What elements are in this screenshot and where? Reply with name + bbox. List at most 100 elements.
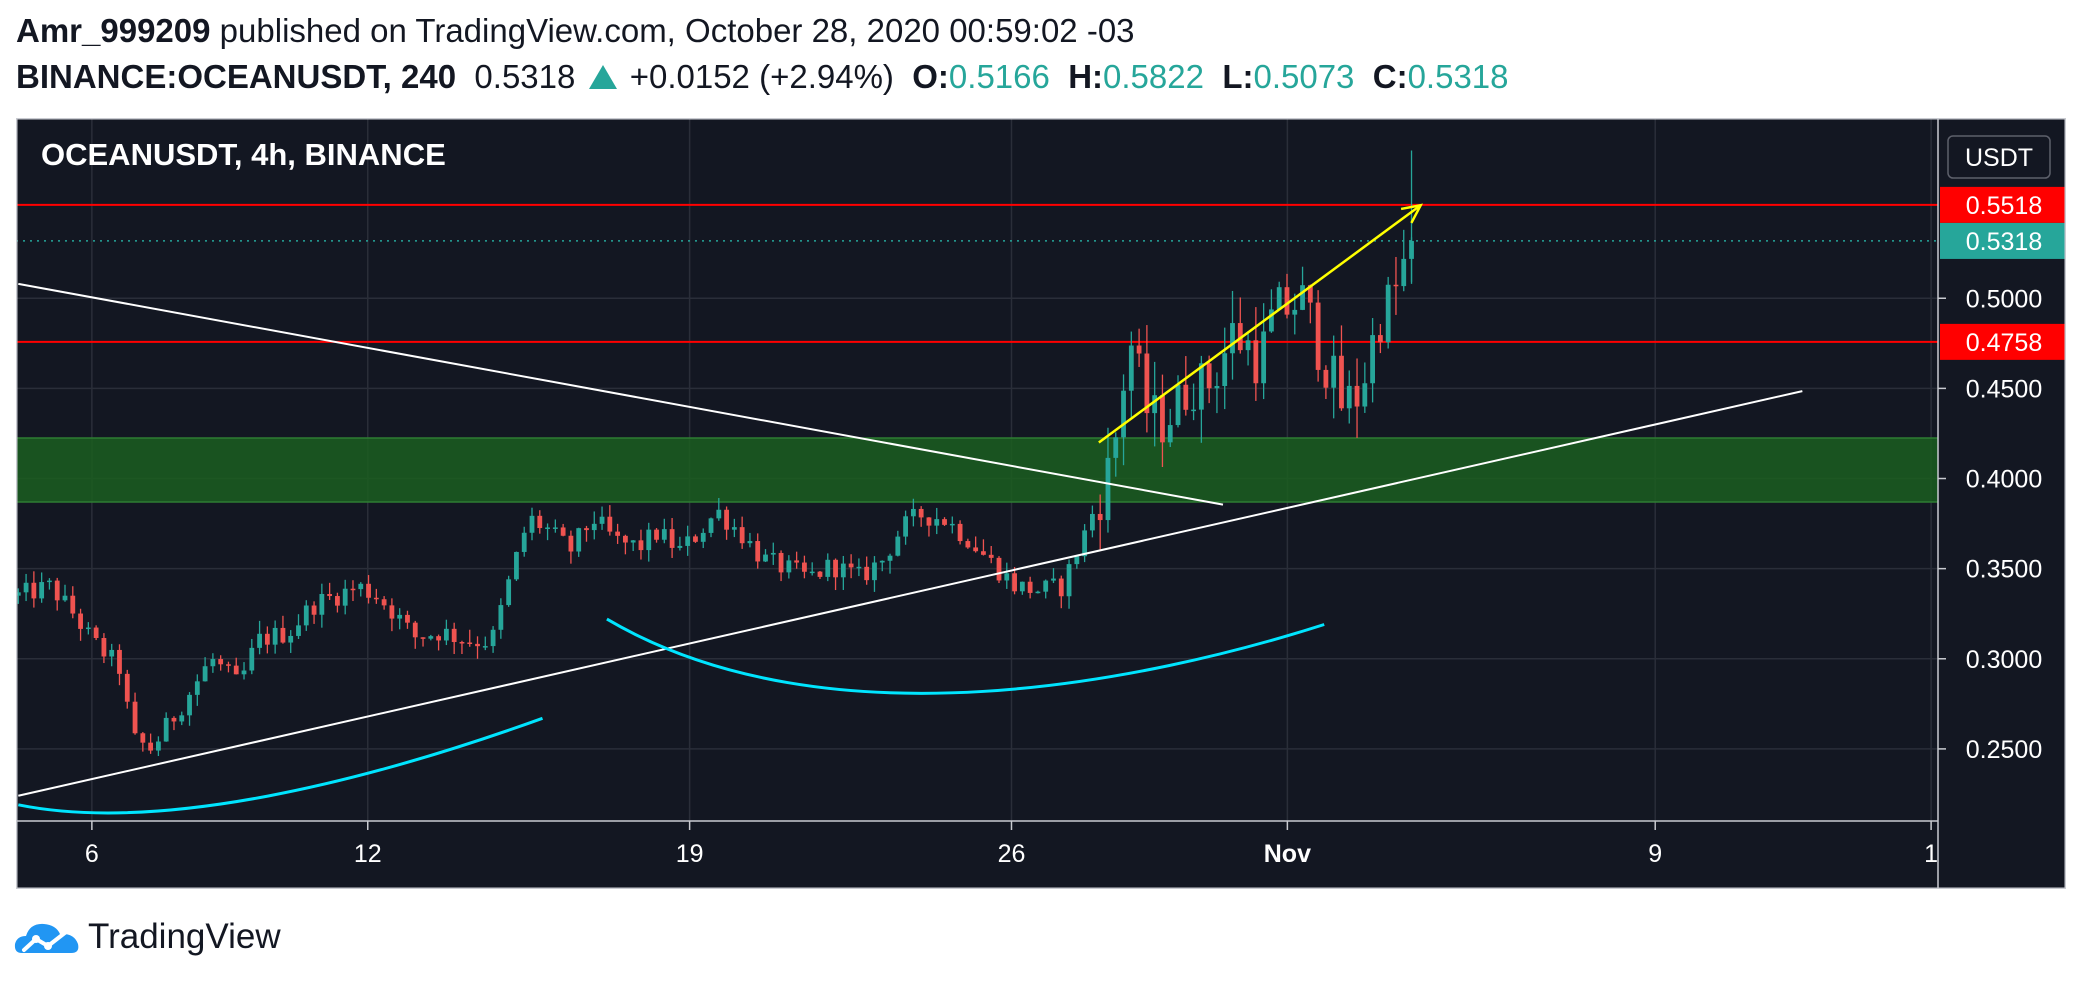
candle-body bbox=[560, 527, 566, 536]
published-text: published on TradingView.com, October 28… bbox=[219, 12, 1135, 49]
candle-body bbox=[864, 566, 870, 581]
candle-body bbox=[638, 540, 644, 551]
candle-body bbox=[249, 647, 255, 671]
ohlc-header: BINANCE:OCEANUSDT, 240 0.5318 +0.0152 (+… bbox=[16, 58, 1509, 96]
candle-body bbox=[1269, 309, 1274, 332]
candle-body bbox=[739, 527, 745, 544]
price-tick-label: 0.5000 bbox=[1966, 285, 2042, 313]
candle-body bbox=[887, 555, 893, 561]
close-label: C: bbox=[1372, 58, 1408, 95]
arrow-line[interactable] bbox=[1098, 204, 1422, 444]
time-tick-label: 6 bbox=[85, 840, 99, 868]
candle-body bbox=[498, 605, 504, 630]
candle-body bbox=[794, 560, 800, 563]
price-marker[interactable] bbox=[1940, 186, 2066, 223]
curve-arc-2[interactable] bbox=[606, 617, 1325, 695]
candle-body bbox=[202, 666, 208, 682]
tradingview-footer[interactable]: TradingView bbox=[14, 912, 281, 962]
candle-body bbox=[957, 523, 963, 542]
resistance-lines[interactable] bbox=[16, 203, 1938, 503]
candle-body bbox=[23, 582, 29, 593]
candle-body bbox=[420, 637, 426, 639]
arrow-head[interactable] bbox=[1400, 203, 1424, 224]
candle-body bbox=[16, 592, 21, 596]
price-marker[interactable] bbox=[1940, 222, 2066, 259]
candle-body bbox=[405, 614, 410, 623]
candle-body bbox=[1051, 578, 1056, 581]
candle-body bbox=[661, 529, 667, 540]
candle-body bbox=[856, 566, 862, 569]
candle-body bbox=[296, 625, 301, 636]
candle-body bbox=[1362, 383, 1368, 407]
candle-body bbox=[623, 535, 628, 543]
candle-body bbox=[934, 519, 940, 526]
time-axis[interactable]: 6 12 19 26 Nov 9 1 bbox=[16, 820, 1938, 868]
candle-body bbox=[1385, 284, 1391, 343]
candle-body bbox=[646, 529, 652, 551]
price-marker[interactable] bbox=[1940, 323, 2066, 360]
candle-body bbox=[1152, 395, 1158, 414]
candle-body bbox=[615, 531, 621, 536]
candle-body bbox=[1027, 581, 1033, 593]
candle-body bbox=[1160, 395, 1165, 443]
candle-body bbox=[926, 517, 932, 526]
publish-info: Amr_999209 published on TradingView.com,… bbox=[16, 12, 1135, 50]
price-marker-label: 0.5518 bbox=[1966, 192, 2042, 220]
candle-body bbox=[685, 536, 691, 546]
candle-body bbox=[358, 583, 364, 590]
candle-body bbox=[1370, 335, 1376, 384]
chart-background bbox=[16, 118, 2066, 889]
candle-body bbox=[817, 571, 823, 577]
candle-body bbox=[78, 613, 83, 629]
candle-body bbox=[257, 633, 262, 648]
candle-body bbox=[942, 519, 947, 525]
price-tick-label: 0.3000 bbox=[1966, 646, 2042, 674]
candle-body bbox=[1331, 355, 1337, 388]
time-tick-label: 19 bbox=[676, 840, 704, 868]
candle-body bbox=[70, 595, 76, 614]
candle-body bbox=[1222, 353, 1228, 387]
candle-body bbox=[1113, 437, 1119, 458]
candle-body bbox=[397, 614, 403, 619]
candle-body bbox=[879, 560, 885, 563]
currency-badge[interactable] bbox=[1947, 135, 2051, 179]
support-zone[interactable] bbox=[16, 437, 1938, 502]
time-tick-label: 1 bbox=[1924, 840, 1938, 868]
candle-body bbox=[506, 579, 512, 606]
low-value: 0.5073 bbox=[1253, 58, 1355, 95]
open-label: O: bbox=[912, 58, 949, 95]
candle-body bbox=[272, 627, 278, 645]
candle-body bbox=[1253, 340, 1259, 384]
curve-arc-1[interactable] bbox=[18, 716, 544, 815]
candle-body bbox=[443, 628, 449, 641]
drawings[interactable] bbox=[18, 203, 1803, 815]
candle-body bbox=[693, 536, 698, 542]
candle-body bbox=[342, 588, 348, 606]
candle-body bbox=[630, 540, 636, 543]
price-tick-label: 0.4500 bbox=[1966, 375, 2042, 403]
candle-body bbox=[155, 741, 161, 751]
candle-body bbox=[755, 541, 761, 562]
author-name[interactable]: Amr_999209 bbox=[16, 12, 211, 49]
candle-body bbox=[529, 515, 535, 533]
descending-trendline[interactable] bbox=[18, 282, 1224, 506]
candle-body bbox=[117, 649, 122, 674]
candle-body bbox=[1346, 385, 1352, 409]
candle-body bbox=[436, 636, 441, 641]
price-marker-label: 0.5318 bbox=[1966, 228, 2042, 256]
candle-body bbox=[373, 597, 379, 600]
candle-body bbox=[514, 551, 519, 580]
candle-body bbox=[101, 638, 107, 657]
candle-body bbox=[607, 516, 613, 532]
candle-body bbox=[1315, 302, 1321, 370]
candle-body bbox=[576, 528, 582, 552]
candle-body bbox=[724, 509, 729, 530]
price-chart[interactable]: OCEANUSDT, 4h, BINANCE 0.2500 0.3000 0.350… bbox=[16, 118, 2066, 889]
candle-body bbox=[786, 560, 792, 573]
candle-body bbox=[545, 527, 550, 529]
candle-body bbox=[973, 547, 979, 552]
candle-body bbox=[1167, 425, 1173, 443]
ascending-trendline[interactable] bbox=[18, 390, 1803, 797]
price-axis[interactable]: 0.2500 0.3000 0.3500 0.4000 0.4500 0.5000 0.55… bbox=[1937, 118, 2066, 889]
candle-body bbox=[708, 518, 714, 533]
